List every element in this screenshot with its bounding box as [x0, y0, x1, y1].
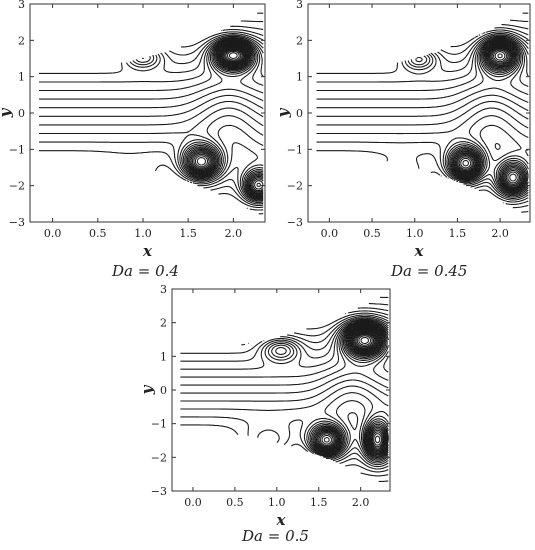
contour-plot-da-0-4: 0.0 0.5 1.0 1.5 2.0 −3 −2 −1 0 1 2 3 x y	[0, 0, 266, 260]
x-tick-label: 0.5	[226, 496, 244, 509]
x-tick-label: 1.0	[134, 227, 152, 240]
x-axis-label: x	[142, 242, 153, 260]
x-tick-label: 1.0	[406, 227, 424, 240]
y-tick-label: 1	[160, 350, 167, 363]
x-tick-label: 0.0	[321, 227, 339, 240]
x-tick-label: 0.0	[184, 496, 202, 509]
x-tick-label: 1.5	[179, 227, 197, 240]
y-tick-label: 0	[296, 107, 303, 120]
y-axis-label: y	[0, 107, 14, 118]
y-tick-label: −1	[9, 143, 25, 156]
contour-lines	[39, 12, 264, 215]
x-axis-label: x	[276, 511, 287, 528]
caption-da-0-5: Da = 0.5	[242, 527, 309, 545]
y-tick-label: 1	[296, 71, 303, 84]
x-tick-label: 0.5	[89, 227, 107, 240]
y-tick-label: −3	[287, 216, 303, 229]
y-tick-label: 2	[160, 317, 167, 330]
y-tick-label: −3	[9, 216, 25, 229]
x-tick-label: 0.0	[44, 227, 62, 240]
y-tick-label: 2	[296, 34, 303, 47]
contour-plot-da-0-5: 0.0 0.5 1.0 1.5 2.0 −3 −2 −1 0 1 2 3 x y	[140, 285, 391, 528]
contour-lines	[180, 296, 389, 483]
y-tick-label: 3	[296, 0, 303, 11]
y-tick-label: 3	[160, 285, 167, 296]
y-tick-label: 0	[18, 107, 25, 120]
contour-field	[39, 12, 264, 215]
x-tick-label: 0.5	[363, 227, 381, 240]
y-tick-label: 2	[18, 34, 25, 47]
y-tick-label: 1	[18, 71, 25, 84]
y-axis-label: y	[280, 107, 292, 118]
y-tick-label: −1	[287, 143, 303, 156]
x-tick-label: 1.5	[449, 227, 467, 240]
contour-field	[316, 12, 529, 213]
x-tick-label: 1.0	[268, 496, 286, 509]
y-tick-label: −3	[151, 485, 167, 498]
y-axis-label: y	[140, 384, 156, 395]
y-tick-label: −2	[151, 451, 167, 464]
y-tick-label: 3	[18, 0, 25, 11]
x-tick-label: 2.0	[491, 227, 509, 240]
y-tick-label: −2	[9, 180, 25, 193]
contour-lines	[316, 12, 529, 213]
x-tick-label: 1.5	[310, 496, 328, 509]
y-tick-label: −2	[287, 180, 303, 193]
contour-plot-da-0-45: 0.0 0.5 1.0 1.5 2.0 −3 −2 −1 0 1 2 3 x y	[280, 0, 531, 260]
y-tick-label: 0	[160, 384, 167, 397]
y-tick-label: −1	[151, 418, 167, 431]
x-tick-label: 2.0	[225, 227, 243, 240]
caption-da-0-45: Da = 0.45	[391, 262, 468, 280]
x-tick-label: 2.0	[352, 496, 370, 509]
x-axis-label: x	[414, 242, 425, 260]
caption-da-0-4: Da = 0.4	[112, 262, 179, 280]
contour-field	[180, 296, 389, 483]
